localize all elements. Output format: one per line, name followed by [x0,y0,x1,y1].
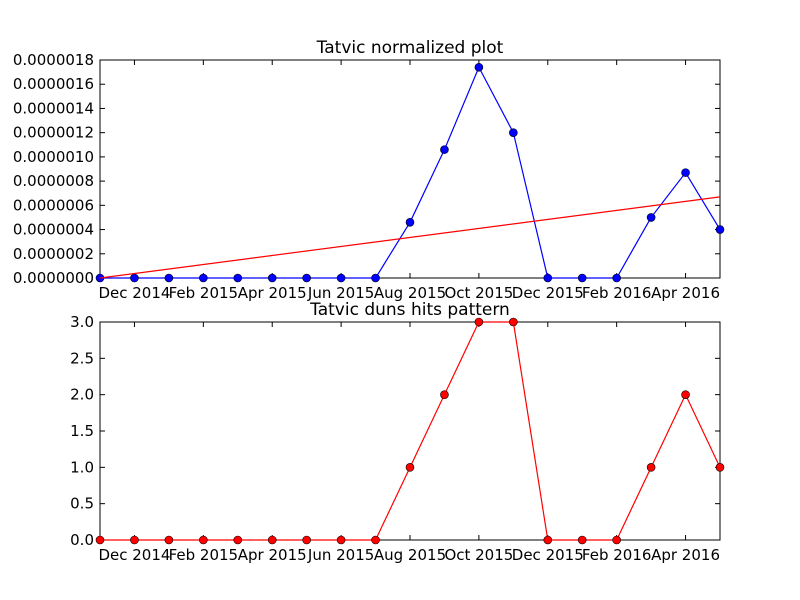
y-tick-label: 0.0000004 [13,221,94,239]
x-tick-label: Dec 2014 [98,546,170,564]
x-tick-label: Dec 2014 [98,284,170,302]
data-point [336,535,346,545]
x-tick-label: Apr 2016 [651,546,720,564]
x-tick-label: Jun 2015 [307,284,374,302]
x-tick-label: Jun 2015 [307,546,374,564]
data-point [543,535,553,545]
data-point [164,273,174,283]
data-point [577,273,587,283]
x-tick-label: Apr 2016 [651,284,720,302]
y-tick-label: 2.5 [70,349,94,367]
x-tick-label: Apr 2015 [238,546,307,564]
data-point [474,62,484,72]
data-point [267,535,277,545]
data-point [95,535,105,545]
data-point [612,535,621,545]
x-tick-label: Dec 2015 [512,284,584,302]
data-point [233,535,243,545]
x-tick-label: Feb 2016 [582,284,652,302]
data-point [130,535,139,545]
data-point [681,390,690,399]
data-point [233,273,243,283]
chart-title: Tatvic duns hits pattern [309,300,510,320]
data-point [302,273,311,283]
y-tick-label: 1.5 [70,422,94,440]
data-point [405,463,415,472]
chart-title: Tatvic normalized plot [316,38,504,58]
x-tick-label: Feb 2016 [582,546,652,564]
data-point [199,535,208,545]
normalized-plot: 0.0000000 0.0000002 0.0000004 0.0000006 0.00… [13,38,725,302]
y-tick-label: 0.0000006 [13,196,94,214]
data-point [715,225,725,234]
data-point [543,273,553,283]
data-point [336,273,346,283]
data-point [646,463,656,472]
data-point [577,535,587,545]
data-point [302,535,311,545]
data-point [681,168,690,177]
y-tick-label: 0.0000012 [13,124,94,142]
data-point [199,273,208,283]
y-tick-label: 0.5 [70,495,94,513]
data-point [509,317,518,327]
y-tick-label: 0.0000008 [13,172,94,190]
data-point [440,145,449,154]
x-tick-label: Oct 2015 [444,546,513,564]
x-tick-label: Feb 2015 [169,546,239,564]
y-tick-label: 3.0 [70,313,94,331]
x-tick-label: Aug 2015 [374,546,446,564]
y-tick-label: 0.0000010 [13,148,94,166]
x-tick-label: Aug 2015 [374,284,446,302]
data-point [164,535,174,545]
y-tick-label: 0.0000000 [13,269,94,287]
trend-line [99,196,721,279]
data-point [440,390,449,399]
x-tick-label: Feb 2015 [169,284,239,302]
y-tick-label: 0.0000002 [13,245,94,263]
data-point [646,213,656,222]
data-point [371,535,380,545]
data-point [267,273,277,283]
data-point [509,128,518,137]
y-tick-label: 2.0 [70,386,94,404]
x-tick-label: Dec 2015 [512,546,584,564]
x-tick-label: Oct 2015 [444,284,513,302]
y-tick-label: 0.0000016 [13,75,94,93]
y-tick-label: 0.0000018 [13,51,94,69]
y-tick-label: 1.0 [70,458,94,476]
data-point [405,217,415,227]
y-tick-label: 0.0 [70,531,94,549]
data-point [612,273,621,283]
x-tick-label: Apr 2015 [238,284,307,302]
data-point [715,463,725,472]
data-point [130,273,139,283]
y-tick-label: 0.0000014 [13,99,94,117]
data-point [474,317,484,327]
data-point [371,273,380,283]
